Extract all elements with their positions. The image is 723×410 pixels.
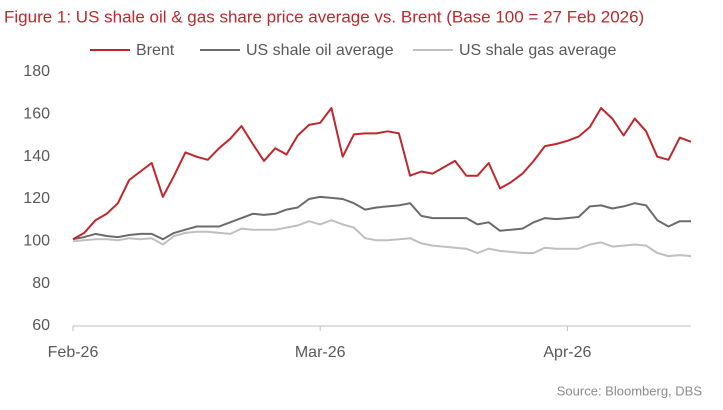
legend-label: US shale oil average	[246, 42, 394, 59]
source: Source: Bloomberg, DBS	[557, 383, 703, 398]
series-line	[72, 107, 692, 241]
legend-label: US shale gas average	[459, 42, 617, 59]
chart-title: Figure 1: US shale oil & gas share price…	[4, 7, 644, 26]
series-line	[72, 219, 692, 258]
y-tick-label: 100	[23, 233, 50, 250]
y-tick-label: 80	[32, 275, 50, 292]
y-tick-label: 60	[32, 317, 50, 334]
y-tick-label: 120	[23, 190, 50, 207]
y-tick-label: 180	[23, 63, 50, 80]
y-tick-label: 140	[23, 148, 50, 165]
y-tick-label: 160	[23, 106, 50, 123]
series-line	[72, 195, 691, 241]
legend-label: Brent	[136, 42, 175, 59]
x-tick-label: Apr-26	[543, 344, 591, 361]
x-tick-label: Feb-26	[48, 344, 99, 361]
x-tick-label: Mar-26	[295, 344, 346, 361]
